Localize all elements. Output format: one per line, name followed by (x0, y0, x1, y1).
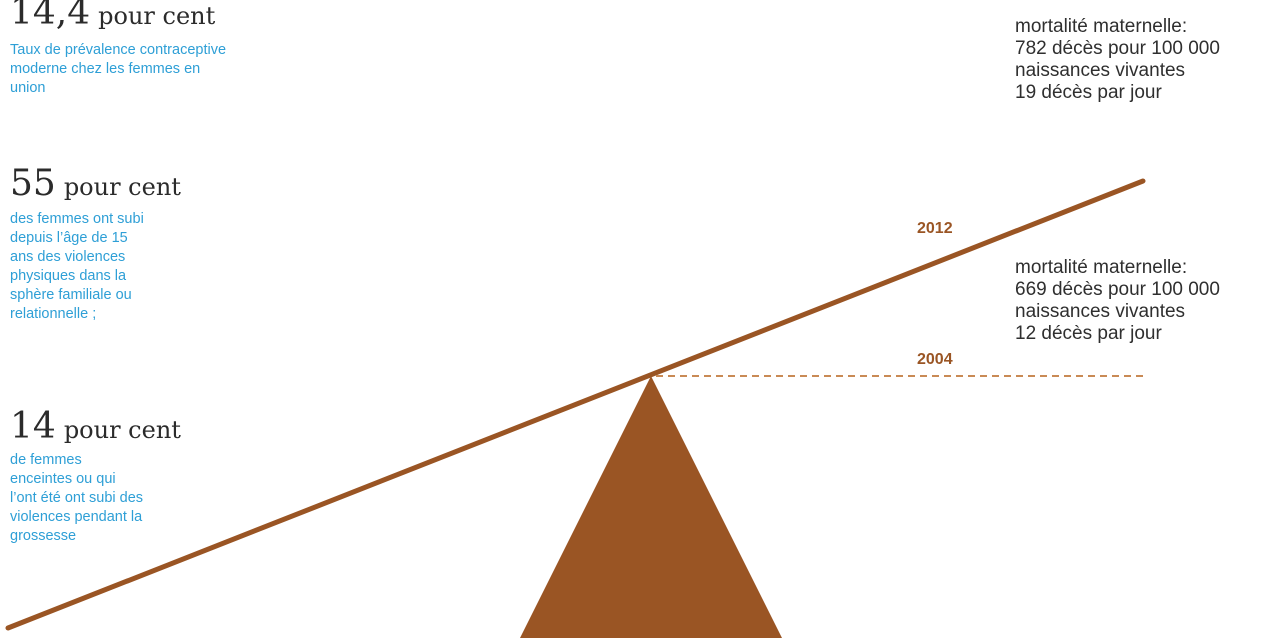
stat-pregnancy-violence: 14 pour cent de femmes enceintes ou qui l… (10, 409, 181, 546)
year-label-2004: 2004 (917, 351, 953, 368)
stat-description: Taux de prévalence contraceptive moderne… (10, 42, 227, 96)
year-label-2012: 2012 (917, 220, 953, 237)
stat-description: de femmes enceintes ou qui l’ont été ont… (10, 452, 144, 544)
stat-domestic-violence: 55 pour cent des femmes ont subi depuis l… (10, 166, 181, 324)
seesaw-beam-icon (5, 178, 1146, 631)
stat-value: 14 (10, 406, 56, 447)
stat-unit: pour cent (63, 173, 181, 201)
mortality-2004-note: mortalité maternelle: 669 décès pour 100… (1015, 257, 1220, 344)
stat-description: des femmes ont subi depuis l’âge de 15 a… (10, 211, 144, 322)
stat-unit: pour cent (63, 416, 181, 444)
stat-contraception: 14,4 pour cent Taux de prévalence contrac… (10, 0, 226, 98)
fulcrum-triangle-icon (520, 376, 782, 638)
stat-unit: pour cent (98, 2, 216, 30)
stat-value: 55 (10, 163, 56, 204)
stat-value: 14,4 (10, 0, 91, 33)
mortality-2012-note: mortalité maternelle: 782 décès pour 100… (1015, 16, 1220, 103)
